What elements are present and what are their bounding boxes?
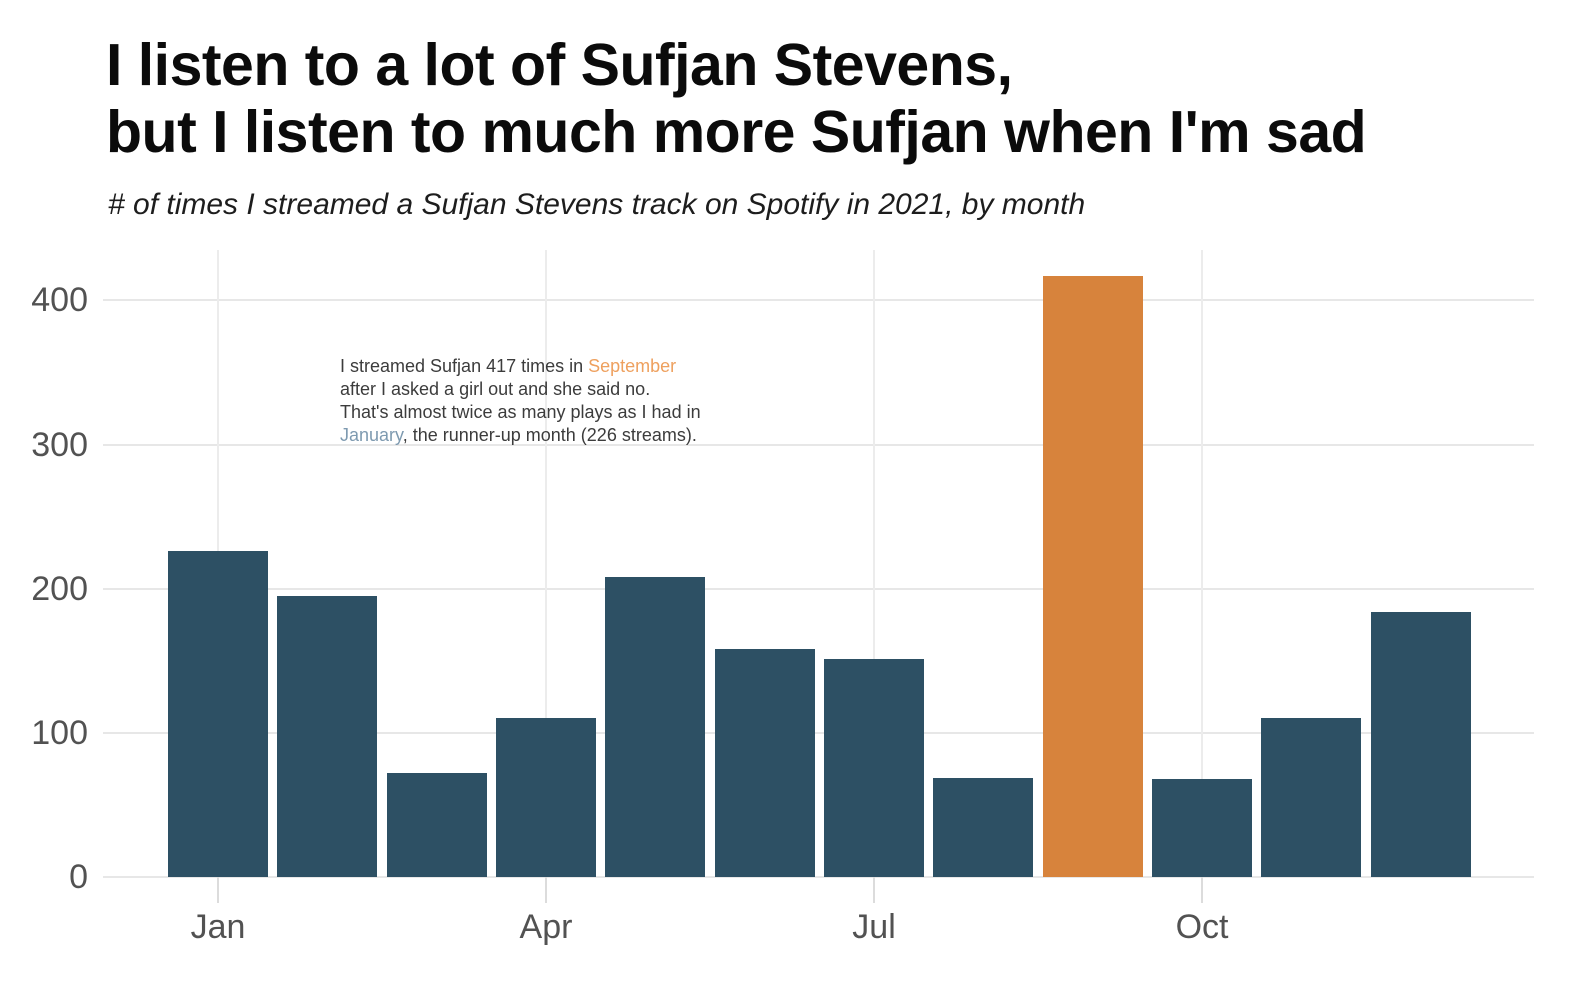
x-tick-jan <box>217 877 219 903</box>
annotation-highlight-january: January <box>340 425 403 445</box>
bar-may <box>605 577 706 877</box>
annotation-text: after I asked a girl out and she said no… <box>340 379 651 399</box>
annotation-text: That's almost twice as many plays as I h… <box>340 402 701 422</box>
x-tick-apr <box>545 877 547 903</box>
gridline-vertical-apr <box>545 250 547 877</box>
gridline-horizontal-0 <box>103 876 1534 878</box>
bar-feb <box>277 595 378 877</box>
x-tick-label-jul: Jul <box>852 908 896 946</box>
annotation-line: That's almost twice as many plays as I h… <box>340 401 701 424</box>
gridline-horizontal-300 <box>103 443 1534 446</box>
annotation-line: I streamed Sufjan 417 times in September <box>340 355 701 378</box>
bar-jan <box>168 551 268 877</box>
bar-apr <box>496 718 596 877</box>
annotation-line: after I asked a girl out and she said no… <box>340 378 701 401</box>
y-tick-label-0: 0 <box>69 858 88 896</box>
plot-area <box>103 250 1534 878</box>
chart-subtitle: # of times I streamed a Sufjan Stevens t… <box>108 188 1086 221</box>
chart-title: I listen to a lot of Sufjan Stevens, but… <box>106 32 1367 166</box>
y-tick-label-400: 400 <box>31 281 88 320</box>
chart-title-line-1: I listen to a lot of Sufjan Stevens, <box>106 32 1013 98</box>
gridline-horizontal-200 <box>103 587 1534 590</box>
y-tick-label-100: 100 <box>31 713 88 752</box>
gridline-horizontal-100 <box>103 731 1534 734</box>
bar-oct <box>1152 779 1253 877</box>
bar-mar <box>386 773 487 877</box>
bar-jun <box>714 649 815 877</box>
x-tick-label-oct: Oct <box>1175 908 1229 946</box>
annotation-line: January, the runner-up month (226 stream… <box>340 424 701 447</box>
x-tick-label-jan: Jan <box>190 908 246 946</box>
gridline-vertical-oct <box>1201 250 1204 877</box>
x-tick-label-apr: Apr <box>519 908 573 946</box>
annotation-text: I streamed Sufjan 417 times in <box>340 356 589 376</box>
bar-nov <box>1261 718 1362 877</box>
chart-title-line-2: but I listen to much more Sufjan when I'… <box>106 99 1367 165</box>
gridline-horizontal-400 <box>103 299 1534 302</box>
y-tick-label-300: 300 <box>31 425 88 464</box>
x-tick-oct <box>1201 877 1204 903</box>
annotation-text-block: I streamed Sufjan 417 times in September… <box>340 355 701 447</box>
y-tick-label-200: 200 <box>31 569 88 608</box>
bar-sep-highlighted <box>1042 275 1143 877</box>
bar-aug <box>933 777 1034 877</box>
bar-dec <box>1370 611 1471 877</box>
gridline-vertical-jul <box>873 250 876 877</box>
annotation-highlight-september: September <box>588 356 677 376</box>
x-tick-jul <box>873 877 876 903</box>
bar-jul <box>824 659 925 877</box>
annotation-text: , the runner-up month (226 streams). <box>402 425 697 445</box>
